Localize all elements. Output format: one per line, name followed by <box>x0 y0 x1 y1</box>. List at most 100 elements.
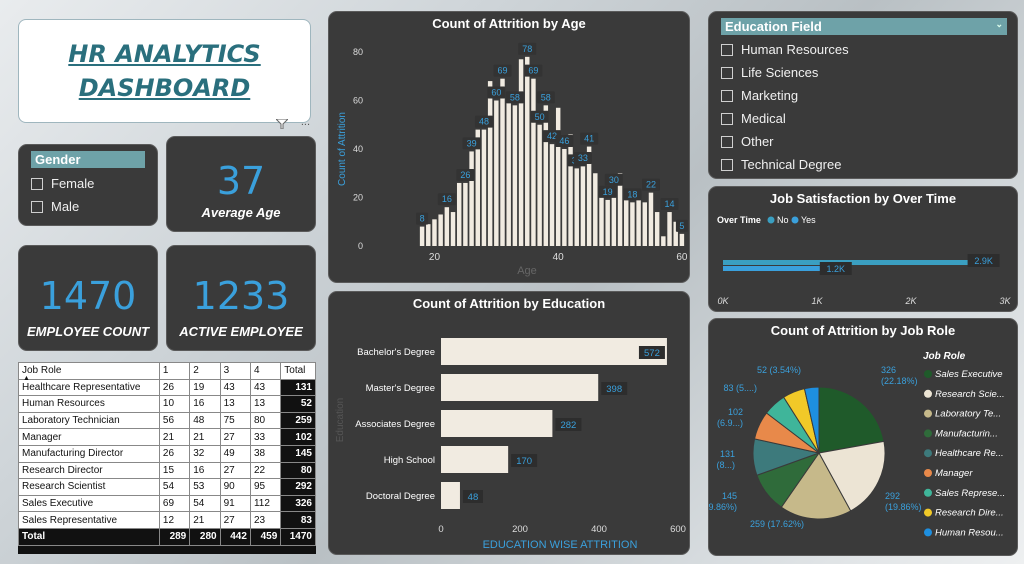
age-bar <box>463 182 468 246</box>
education-field-option[interactable]: Life Sciences <box>721 61 1005 84</box>
legend-dot <box>924 429 932 438</box>
data-label: 8 <box>416 212 429 225</box>
x-tick-label: 20 <box>429 252 441 263</box>
dashboard-title-line1: HR ANALYTICS <box>68 40 261 68</box>
kpi-employee-count-value: 1470 <box>39 274 137 318</box>
age-bar <box>617 173 623 246</box>
kpi-average-age: 37 Average Age <box>166 136 316 232</box>
checkbox-icon[interactable] <box>31 177 43 190</box>
table-row[interactable]: Sales Executive 69 54 91 112 326 <box>18 494 316 513</box>
age-bar <box>518 59 524 247</box>
col-header-2[interactable]: 2 <box>189 362 221 380</box>
checkbox-icon[interactable] <box>721 89 733 102</box>
education-field-option[interactable]: Marketing <box>721 84 1005 107</box>
value-cell: 13 <box>249 395 282 413</box>
checkbox-icon[interactable] <box>31 200 43 213</box>
education-field-option[interactable]: Other <box>721 130 1005 153</box>
value-cell: 22 <box>249 461 282 480</box>
total-value-cell: 459 <box>249 527 282 546</box>
education-field-option[interactable]: Human Resources <box>721 38 1005 61</box>
age-bar <box>562 149 567 246</box>
legend-dot <box>924 370 932 378</box>
pie-slice <box>780 452 852 520</box>
legend-label: Healthcare Re... <box>935 448 1004 459</box>
age-bar <box>630 202 635 246</box>
value-cell: 91 <box>219 494 251 513</box>
col-header-4[interactable]: 4 <box>249 362 282 380</box>
education-bar <box>441 482 460 509</box>
x-tick-label: 200 <box>512 524 528 535</box>
checkbox-icon[interactable] <box>721 135 733 148</box>
job-role-table: Job Role ▲ 1 2 3 4 Total Healthcare Repre… <box>18 362 316 546</box>
value-cell: 27 <box>219 428 251 446</box>
education-field-option-label: Other <box>741 134 774 149</box>
x-tick-label: 0K <box>717 296 729 306</box>
gender-slicer-header: Gender <box>31 151 145 168</box>
checkbox-icon[interactable] <box>721 158 733 171</box>
slice-label: 292 <box>885 491 900 501</box>
education-bar <box>441 338 667 365</box>
gender-slicer: Gender Female Male <box>18 144 158 226</box>
table-row[interactable]: Research Director 15 16 27 22 80 <box>18 461 316 480</box>
gender-option-female[interactable]: Female <box>31 172 145 195</box>
legend-dot <box>924 449 932 458</box>
age-bar <box>568 134 573 246</box>
data-label: 33 <box>573 151 592 164</box>
job-satisfaction-title: Job Satisfaction by Over Time <box>769 191 957 206</box>
value-cell: 56 <box>158 411 191 430</box>
data-label: 26 <box>456 168 475 181</box>
more-options-icon[interactable]: ... <box>300 116 310 128</box>
value-cell: 90 <box>219 478 251 496</box>
table-row[interactable]: Sales Representative 12 21 27 23 83 <box>18 511 316 529</box>
table-row[interactable]: Manager 21 21 27 33 102 <box>18 428 316 446</box>
legend-label: Manager <box>935 468 973 479</box>
checkbox-icon[interactable] <box>721 43 733 56</box>
total-cell: 80 <box>280 461 316 480</box>
age-bar <box>531 78 536 246</box>
data-label: 19 <box>598 185 617 198</box>
sort-arrow-icon[interactable]: ▲ <box>23 374 30 382</box>
col-header-1[interactable]: 1 <box>158 362 191 380</box>
age-bar <box>555 107 561 247</box>
data-label: 58 <box>505 91 524 104</box>
filter-icon[interactable] <box>274 116 290 130</box>
age-bar <box>679 233 685 246</box>
job-role-cell: Research Director <box>18 461 160 480</box>
value-cell: 19 <box>189 378 221 397</box>
education-field-header[interactable]: Education Field ⌄ <box>721 18 1007 35</box>
svg-text:41: 41 <box>584 134 594 144</box>
age-bar <box>469 151 474 246</box>
svg-text:14: 14 <box>665 199 675 209</box>
category-label: Bachelor's Degree <box>357 347 435 358</box>
svg-text:48: 48 <box>468 492 479 503</box>
table-row[interactable]: Human Resources 10 16 13 13 52 <box>18 395 316 413</box>
table-row[interactable]: Laboratory Technician 56 48 75 80 259 <box>18 411 316 430</box>
value-cell: 10 <box>158 395 191 413</box>
slice-label: 326 <box>881 365 896 375</box>
col-header-total[interactable]: Total <box>280 362 316 380</box>
checkbox-icon[interactable] <box>721 66 733 79</box>
svg-text:26: 26 <box>460 170 470 180</box>
col-header-3[interactable]: 3 <box>219 362 251 380</box>
age-bar <box>624 199 629 246</box>
table-row[interactable]: Manufacturing Director 26 32 49 38 145 <box>18 444 316 463</box>
checkbox-icon[interactable] <box>721 112 733 125</box>
age-bar <box>450 212 456 246</box>
value-cell: 75 <box>219 411 251 430</box>
table-row[interactable]: Healthcare Representative 26 19 43 43 131 <box>18 378 316 397</box>
chevron-down-icon[interactable]: ⌄ <box>995 19 1003 29</box>
col-header-job-role[interactable]: Job Role ▲ <box>18 362 160 382</box>
kpi-employee-count-label: EMPLOYEE COUNT <box>26 324 150 339</box>
total-cell: 326 <box>280 494 316 513</box>
svg-text:2.9K: 2.9K <box>974 256 993 266</box>
gender-option-male[interactable]: Male <box>31 195 145 218</box>
svg-text:170: 170 <box>516 456 532 467</box>
education-field-option[interactable]: Medical <box>721 107 1005 130</box>
table-row[interactable]: Research Scientist 54 53 90 95 292 <box>18 478 316 496</box>
age-bar <box>673 221 678 246</box>
age-bar <box>543 105 549 246</box>
education-field-option[interactable]: Technical Degree <box>721 153 1005 176</box>
education-bar <box>441 374 599 401</box>
svg-text:8: 8 <box>420 214 425 224</box>
x-tick-label: 1K <box>811 296 823 306</box>
